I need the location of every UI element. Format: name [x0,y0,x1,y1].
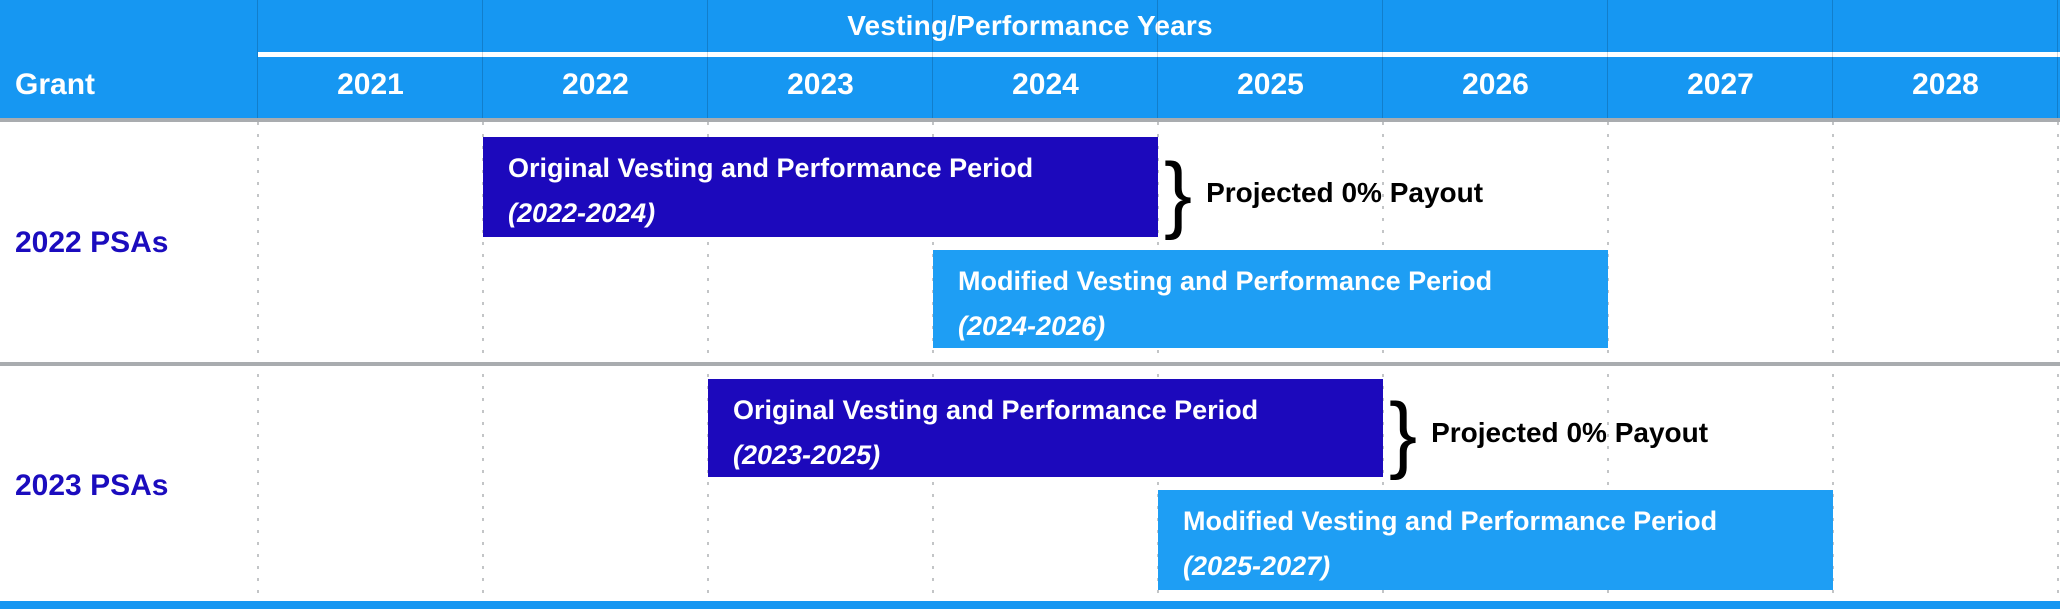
dotted-gridline [1832,122,1834,601]
header-underline [258,52,2060,57]
curly-brace-icon: } [1389,385,1418,481]
dotted-gridline [2057,122,2059,601]
header-separator-line [932,0,933,118]
grant-column-header: Grant [15,68,96,101]
header-separator-line [1607,0,1608,118]
header-separator-line [1382,0,1383,118]
dotted-gridline [1382,122,1384,601]
bar-original-2022-psas: Original Vesting and Performance Period … [483,137,1158,237]
payout-annotation-text: Projected 0% Payout [1206,177,1484,208]
dotted-gridline [932,122,934,601]
year-tick-label: 2026 [1462,68,1529,101]
year-tick-label: 2021 [337,68,404,101]
dotted-gridline [482,122,484,601]
bar-modified-2022-psas: Modified Vesting and Performance Period … [933,250,1608,348]
grant-row-label-2022-psas: 2022 PSAs [15,226,169,259]
payout-annotation-2023: } Projected 0% Payout [1389,390,1708,476]
row-divider [0,362,2060,366]
bar-original-2023-psas: Original Vesting and Performance Period … [708,379,1383,477]
header-band: Vesting/Performance Years Grant 2021 2022… [0,0,2060,118]
payout-annotation-text: Projected 0% Payout [1431,417,1709,448]
curly-brace-icon: } [1164,145,1193,241]
bar-period: (2024-2026) [958,311,1106,341]
header-separator-line [257,0,258,118]
bar-title: Modified Vesting and Performance Period [1183,506,1718,536]
bar-title: Modified Vesting and Performance Period [958,266,1493,296]
year-tick-label: 2022 [562,68,629,101]
year-tick-label: 2023 [787,68,854,101]
payout-annotation-2022: } Projected 0% Payout [1164,150,1483,236]
header-separator-line [1157,0,1158,118]
dotted-gridline [1157,122,1159,601]
dotted-gridline [707,122,709,601]
dotted-gridline [257,122,259,601]
year-tick-label: 2024 [1012,68,1079,101]
header-shadow-line [0,118,2060,122]
header-separator-line [1832,0,1833,118]
bottom-accent-strip [0,601,2060,609]
header-separator-line [707,0,708,118]
year-tick-label: 2027 [1687,68,1754,101]
bar-period: (2025-2027) [1183,551,1331,581]
header-separator-line [482,0,483,118]
chart-title: Vesting/Performance Years [847,10,1213,41]
bar-modified-2023-psas: Modified Vesting and Performance Period … [1158,490,1833,590]
bar-title: Original Vesting and Performance Period [733,395,1259,425]
bar-period: (2023-2025) [733,440,881,470]
bar-period: (2022-2024) [508,198,656,228]
year-tick-label: 2028 [1912,68,1979,101]
bar-title: Original Vesting and Performance Period [508,153,1034,183]
grant-row-label-2023-psas: 2023 PSAs [15,469,169,502]
header-separator-line [2057,0,2058,118]
year-tick-label: 2025 [1237,68,1304,101]
dotted-gridline [1607,122,1609,601]
